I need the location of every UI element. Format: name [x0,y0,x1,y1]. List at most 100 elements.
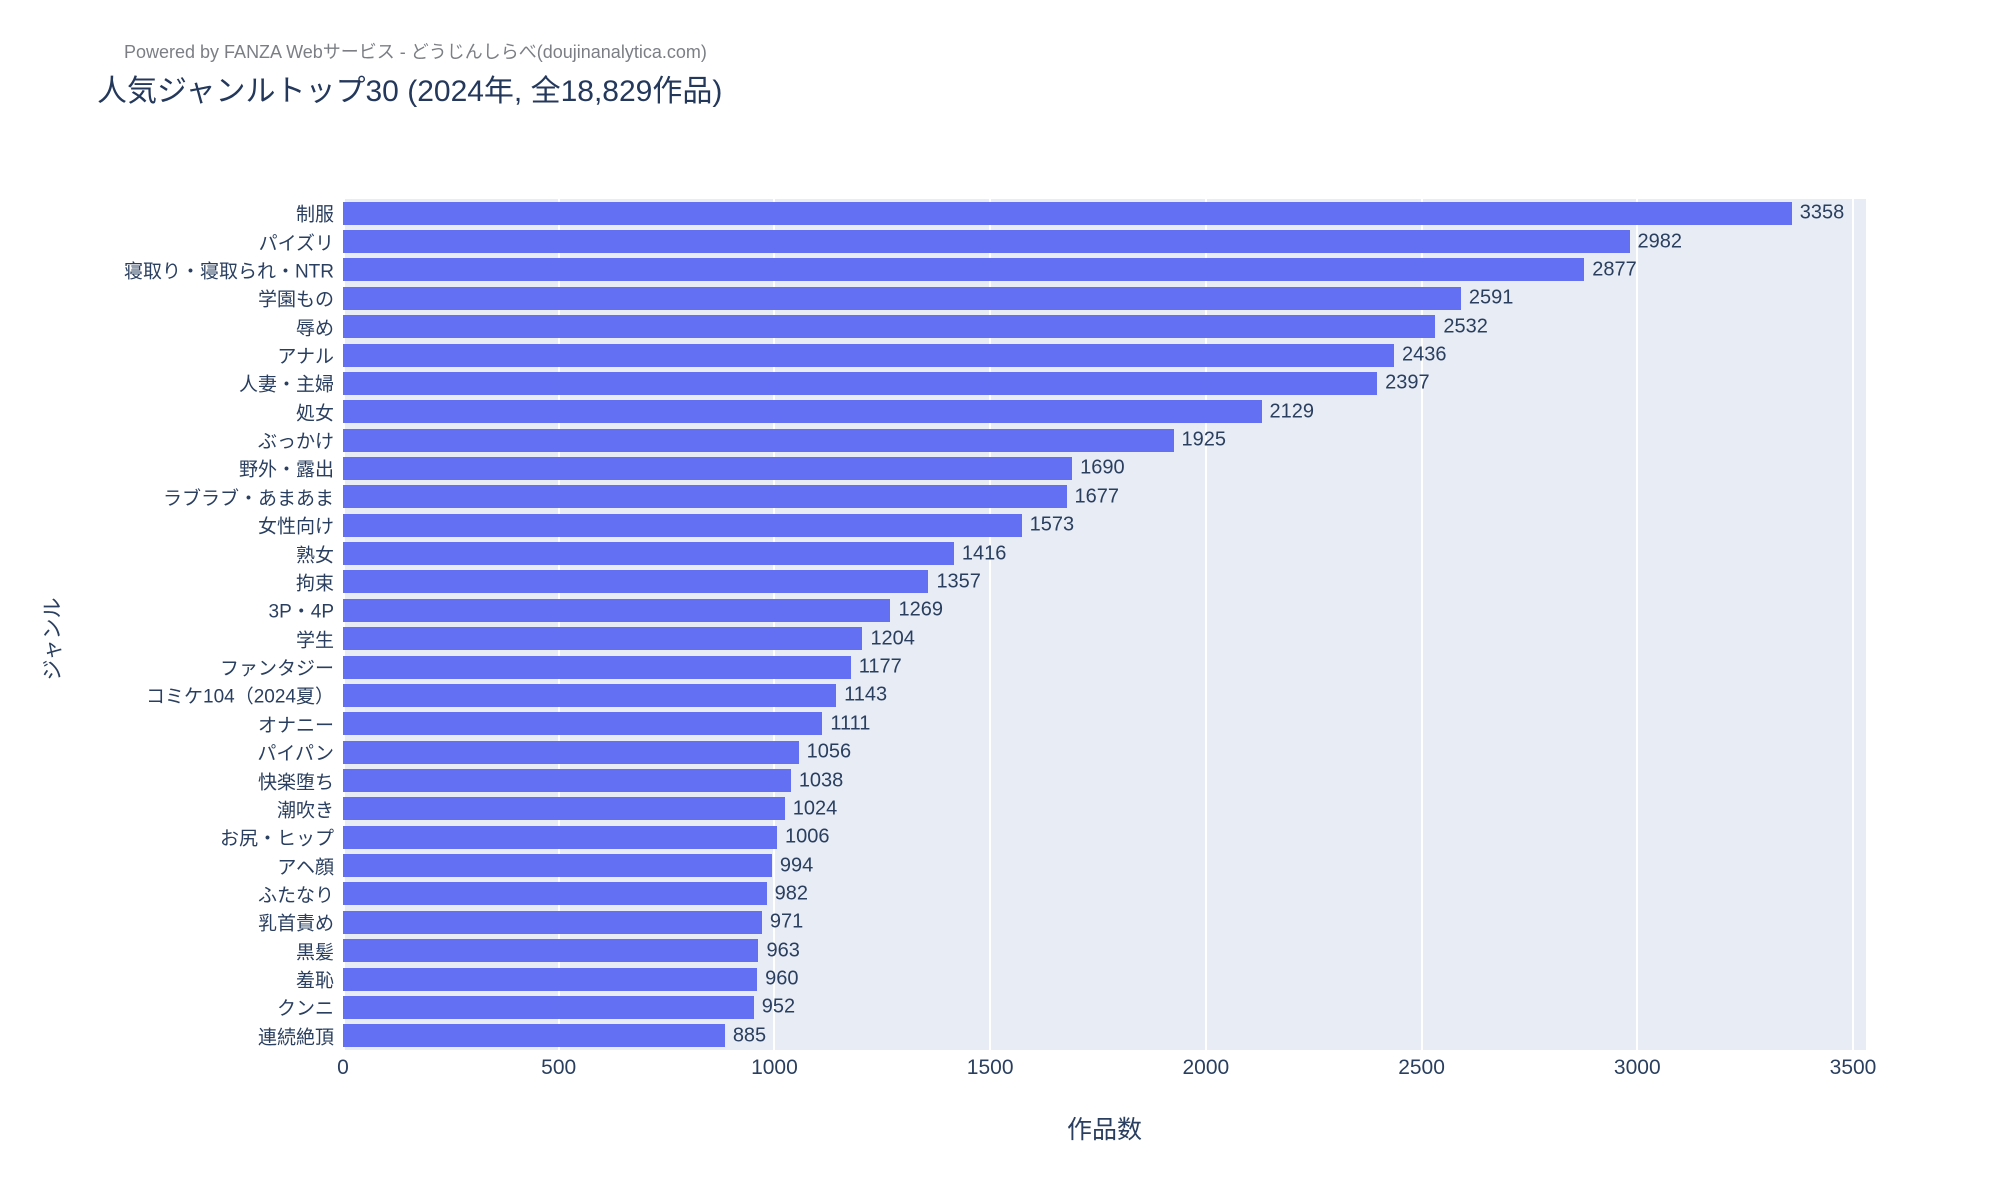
bar-value-label: 1111 [830,712,871,735]
bar-人妻・主婦[interactable] [343,371,1378,395]
bar-乳首責め[interactable] [343,910,762,934]
y-tick-label-黒髪: 黒髪 [295,942,334,964]
bar-row: 971 [343,910,1866,934]
bar-value-label: 1038 [798,769,844,792]
y-tick-label-女性向け: 女性向け [257,516,334,538]
bar-ぶっかけ[interactable] [343,428,1174,452]
bar-潮吹き[interactable] [343,797,785,821]
bar-学生[interactable] [343,627,863,651]
bar-row: 952 [343,995,1866,1019]
bar-連続絶頂[interactable] [343,1024,725,1048]
bar-row: 1111 [343,712,1866,736]
bar-row: 1006 [343,825,1866,849]
bar-羞恥[interactable] [343,967,758,991]
plot-area: 3358 2982 2877 2591 2532 2436 2397 2129 1925 1690… [343,199,1866,1050]
powered-by-text: Powered by FANZA Webサービス - どうじんしらべ(douji… [124,42,707,62]
x-tick-label: 2000 [1182,1056,1230,1079]
bar-ふたなり[interactable] [343,882,767,906]
bar-value-label: 1204 [870,627,915,650]
bar-アナル[interactable] [343,343,1394,367]
gridline-3000 [1636,199,1639,1050]
bar-処女[interactable] [343,400,1262,424]
bar-value-label: 1177 [858,655,902,678]
gridline-3500 [1852,199,1854,1050]
bar-クンニ[interactable] [343,995,754,1019]
y-tick-label-ふたなり: ふたなり [257,885,334,907]
y-tick-label-アヘ顔: アヘ顔 [277,857,334,879]
y-tick-label-ぶっかけ: ぶっかけ [257,431,334,453]
bar-お尻・ヒップ[interactable] [343,825,778,849]
bar-ファンタジー[interactable] [343,655,851,679]
bar-value-label: 2129 [1269,400,1315,423]
bar-快楽堕ち[interactable] [343,769,791,793]
gridline-1500 [989,199,992,1050]
bar-パイパン[interactable] [343,740,799,764]
y-tick-label-パイズリ: パイズリ [258,233,334,255]
bar-value-label: 2532 [1443,315,1488,338]
bar-学園もの[interactable] [343,286,1461,310]
bar-row: 2877 [343,258,1866,282]
y-axis-tick-labels: 制服 パイズリ 寝取り・寝取られ・NTR 学園もの 辱め アナル 人妻・主婦 処女 ぶっかけ 野外… [0,199,334,1050]
bar-value-label: 2877 [1592,258,1637,281]
bar-row: 960 [343,967,1866,991]
bar-value-label: 2591 [1468,286,1514,309]
y-tick-label-アナル: アナル [277,346,334,368]
bar-女性向け[interactable] [343,513,1022,537]
x-tick-label: 1000 [751,1056,798,1079]
y-tick-label-連続絶頂: 連続絶頂 [257,1027,334,1049]
y-tick-label-羞恥: 羞恥 [295,970,334,992]
x-tick-label: 3500 [1829,1056,1877,1079]
y-tick-label-学生: 学生 [295,630,334,652]
bar-ラブラブ・あまあま[interactable] [343,485,1067,509]
bar-value-label: 952 [761,995,796,1018]
bar-row: 982 [343,882,1866,906]
bar-row: 885 [343,1024,1866,1048]
bar-value-label: 1006 [785,825,830,848]
bar-value-label: 971 [769,910,804,933]
y-tick-label-オナニー: オナニー [257,715,334,737]
bar-オナニー[interactable] [343,712,823,736]
bar-野外・露出[interactable] [343,456,1073,480]
bar-value-label: 960 [765,967,799,990]
bar-value-label: 2397 [1385,371,1430,394]
bar-row: 2397 [343,371,1866,395]
bar-パイズリ[interactable] [343,230,1630,254]
bar-value-label: 885 [732,1024,767,1047]
x-tick-label: 500 [541,1056,577,1079]
y-tick-label-制服: 制服 [295,204,334,226]
bar-value-label: 2436 [1401,343,1447,366]
bar-row: 1038 [343,769,1866,793]
bar-row: 1269 [343,598,1866,622]
y-tick-label-野外・露出: 野外・露出 [238,459,334,481]
bar-row: 1056 [343,740,1866,764]
bar-row: 2129 [343,400,1866,424]
bar-コミケ104（2024夏）[interactable] [343,683,837,707]
y-tick-label-潮吹き: 潮吹き [276,800,334,822]
bar-row: 1357 [343,570,1866,594]
bar-row: 1177 [343,655,1866,679]
gridline-2000 [1204,199,1207,1050]
y-tick-label-3P・4P: 3P・4P [268,601,334,623]
bar-熟女[interactable] [343,542,954,566]
bar-value-label: 3358 [1799,201,1845,224]
gridline-0 [343,199,345,1050]
bar-value-label: 982 [774,882,809,905]
bar-row: 994 [343,854,1866,878]
bar-寝取り・寝取られ・NTR[interactable] [343,258,1585,282]
bar-黒髪[interactable] [343,939,759,963]
bar-制服[interactable] [343,201,1792,225]
bar-value-label: 1925 [1181,428,1227,451]
x-axis-title: 作品数 [1066,1116,1142,1144]
bar-row: 1925 [343,428,1866,452]
bar-辱め[interactable] [343,315,1436,339]
bar-value-label: 1677 [1074,485,1120,508]
x-tick-label: 3000 [1613,1056,1661,1079]
bar-3P・4P[interactable] [343,598,891,622]
bar-row: 1143 [343,683,1866,707]
bar-アヘ顔[interactable] [343,854,772,878]
bar-row: 2591 [343,286,1866,310]
bar-value-label: 1573 [1029,513,1075,536]
bar-拘束[interactable] [343,570,929,594]
y-tick-label-処女: 処女 [295,403,334,425]
bar-row: 2982 [343,230,1866,254]
